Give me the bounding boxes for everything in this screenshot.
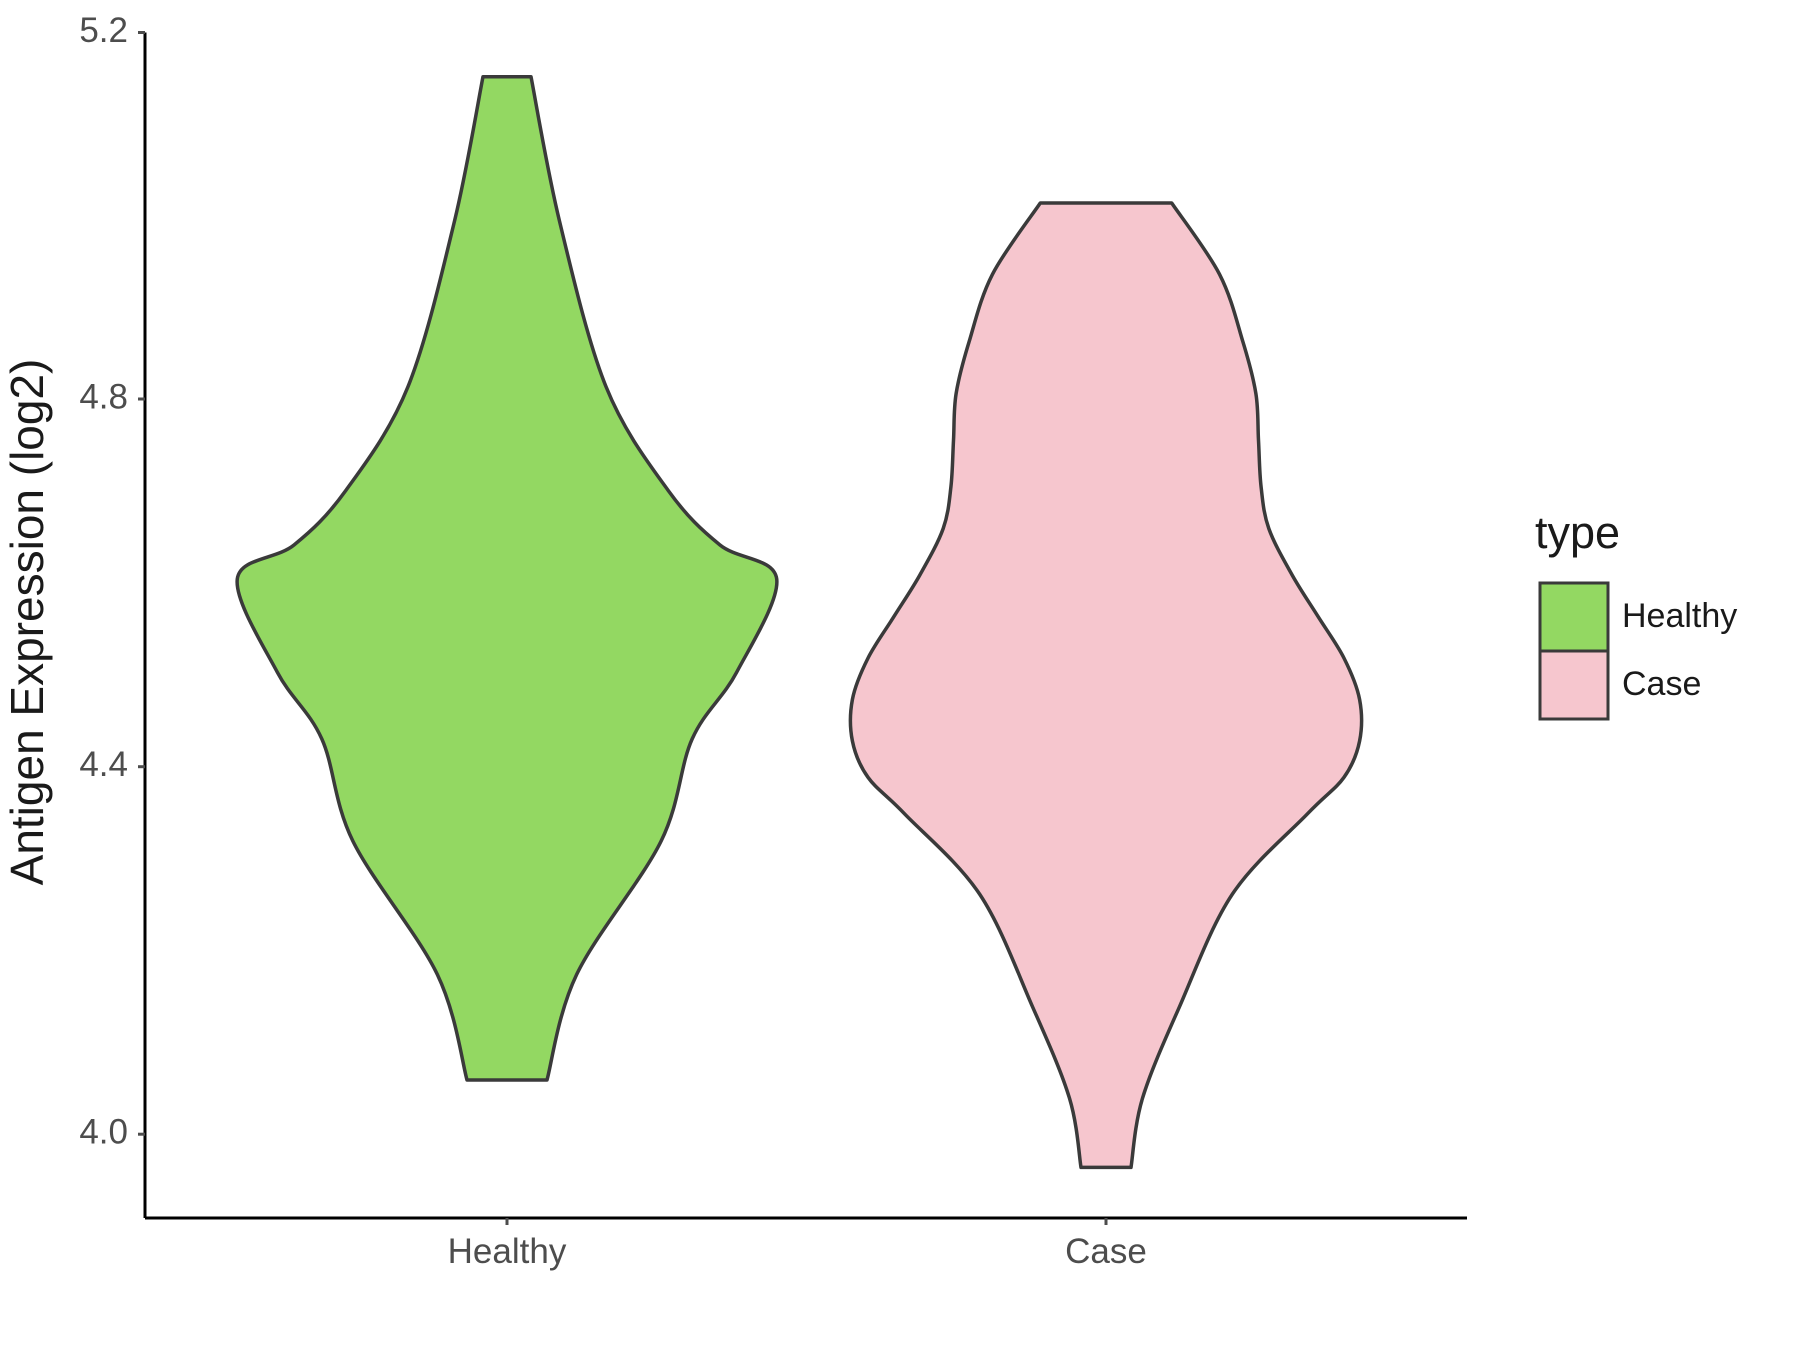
svg-text:5.2: 5.2 bbox=[79, 11, 128, 50]
svg-text:4.8: 4.8 bbox=[79, 378, 128, 417]
svg-text:Case: Case bbox=[1622, 665, 1701, 703]
svg-text:4.0: 4.0 bbox=[79, 1113, 128, 1152]
svg-text:Healthy: Healthy bbox=[448, 1232, 567, 1271]
svg-text:Antigen Expression (log2): Antigen Expression (log2) bbox=[1, 359, 53, 886]
svg-text:type: type bbox=[1535, 507, 1620, 558]
svg-text:4.4: 4.4 bbox=[79, 745, 128, 784]
svg-text:Healthy: Healthy bbox=[1622, 597, 1737, 635]
svg-text:Case: Case bbox=[1065, 1232, 1147, 1271]
